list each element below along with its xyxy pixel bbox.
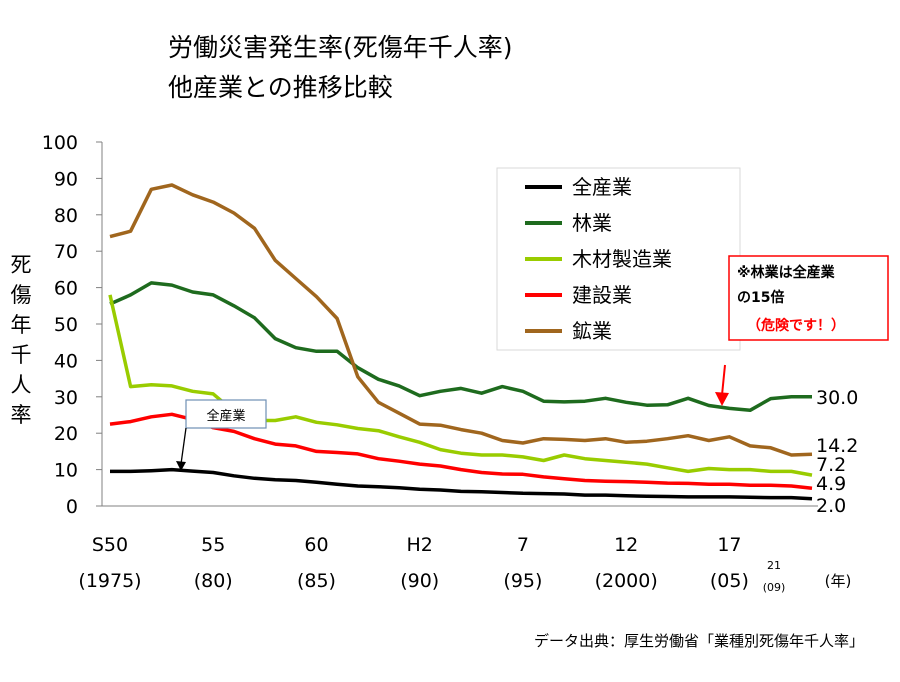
x-tick-label: (95) xyxy=(503,570,542,592)
chart-title-line2: 他産業との推移比較 xyxy=(168,73,393,102)
legend-entry: 全産業 xyxy=(572,175,632,199)
y-tick-label: 0 xyxy=(66,496,78,518)
warning-box xyxy=(728,255,889,341)
y-tick-label: 60 xyxy=(54,278,78,300)
y-tick-label: 70 xyxy=(54,241,78,263)
legend-entry: 鉱業 xyxy=(572,319,612,343)
x-tick-label: 17 xyxy=(717,534,741,556)
x-tick-label: 55 xyxy=(201,534,225,556)
y-axis-label: 死傷年千人率 xyxy=(10,253,32,427)
x-tick-label: (80) xyxy=(194,570,233,592)
y-tick-label: 20 xyxy=(54,423,78,445)
end-value-label: 14.2 xyxy=(816,435,858,457)
series-line-林業 xyxy=(109,281,812,413)
x-tick-label: (85) xyxy=(297,570,336,592)
x-tick-label: (1975) xyxy=(78,570,141,592)
end-value-label: 4.9 xyxy=(816,473,846,495)
legend-entry: 林業 xyxy=(572,211,612,235)
legend-entry: 建設業 xyxy=(572,283,632,307)
y-tick-label: 100 xyxy=(42,132,78,154)
x-tick-label-small: (09) xyxy=(763,581,786,594)
end-value-label: 30.0 xyxy=(816,387,858,409)
data-source-note: データ出典：厚生労働省「業種別死傷年千人率」 xyxy=(533,632,864,650)
callout-label: 全産業 xyxy=(206,408,245,424)
warning-text: の15倍 xyxy=(737,289,784,306)
callout-arrowhead xyxy=(176,461,186,471)
end-value-label: 7.2 xyxy=(816,454,846,476)
x-tick-label-small: 21 xyxy=(767,559,781,572)
end-value-label: 2.0 xyxy=(816,495,846,517)
series-line-全産業 xyxy=(110,467,813,501)
x-tick-label: (05) xyxy=(710,570,749,592)
warning-arrowhead xyxy=(715,392,729,406)
y-tick-label: 40 xyxy=(54,350,78,372)
x-tick-label: (2000) xyxy=(595,570,658,592)
y-tick-label: 30 xyxy=(54,387,78,409)
x-tick-label: 7 xyxy=(517,534,529,556)
x-tick-label: (90) xyxy=(400,570,439,592)
callout-pointer xyxy=(180,427,187,465)
series-line-建設業 xyxy=(109,412,813,490)
warning-arrow-line xyxy=(721,364,726,396)
y-tick-label: 90 xyxy=(54,168,78,190)
x-tick-label: 60 xyxy=(304,534,328,556)
chart-title-line1: 労働災害発生率(死傷年千人率) xyxy=(168,33,513,62)
y-tick-label: 80 xyxy=(54,205,78,227)
x-tick-label: H2 xyxy=(407,534,433,556)
warning-text: ※林業は全産業 xyxy=(737,264,836,281)
y-tick-label: 10 xyxy=(54,460,78,482)
x-axis-unit: (年) xyxy=(825,572,852,590)
x-tick-label: 12 xyxy=(614,534,638,556)
y-tick-label: 50 xyxy=(54,314,78,336)
series-line-鉱業 xyxy=(109,183,813,457)
warning-text: （危険です！） xyxy=(747,317,845,334)
callout-box xyxy=(185,399,267,429)
legend-entry: 木材製造業 xyxy=(572,247,672,271)
x-tick-label: S50 xyxy=(92,534,128,556)
